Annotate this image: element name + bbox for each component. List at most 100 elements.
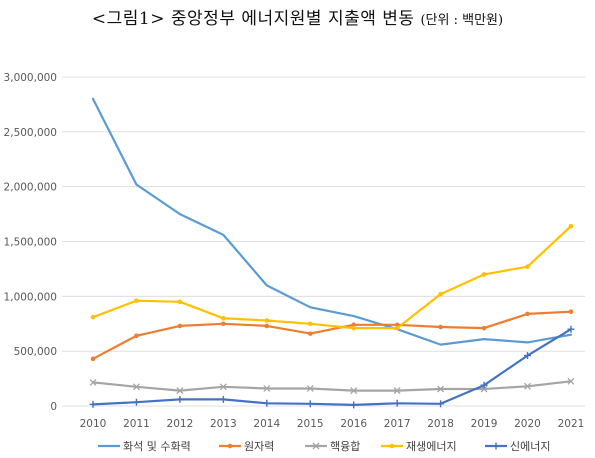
series-2-point-5 bbox=[264, 323, 270, 329]
legend-item-series-1-label: 화석 및 수화력 bbox=[123, 440, 191, 453]
x-tick-label: 2010 bbox=[80, 418, 107, 430]
chart-unit-label: (단위 : 백만원) bbox=[420, 13, 504, 28]
series-4-point-5 bbox=[264, 318, 270, 323]
series-2-point-4 bbox=[221, 321, 226, 327]
series-5-point-5 bbox=[263, 399, 271, 407]
series-3-point-7 bbox=[350, 387, 358, 395]
series-5-point-11 bbox=[524, 352, 531, 360]
series-2-point-7 bbox=[351, 322, 357, 328]
x-tick-label: 2012 bbox=[167, 418, 194, 430]
series-4-point-10 bbox=[481, 272, 487, 277]
y-axis-tick-labels: 0 500,000 1,000,000 1,500,000 2,000,000 2,500… bbox=[4, 72, 57, 413]
series-2-point-2 bbox=[134, 333, 139, 339]
legend-item-series-5-marker bbox=[492, 442, 500, 450]
x-tick-label: 2014 bbox=[253, 418, 280, 430]
series-4 bbox=[90, 223, 574, 331]
x-tick-label: 2013 bbox=[210, 418, 237, 430]
series-5-point-12 bbox=[567, 325, 575, 333]
series-4-point-1 bbox=[90, 314, 96, 320]
series-3-point-7-stroke-b bbox=[350, 387, 358, 395]
series-4-point-11 bbox=[525, 264, 530, 270]
x-tick-label: 2019 bbox=[471, 418, 498, 430]
y-tick-label: 1,000,000 bbox=[4, 291, 57, 303]
series-3-point-9 bbox=[437, 385, 445, 393]
legend-item-series-2: 원자력 bbox=[219, 440, 274, 453]
series-5-point-6 bbox=[306, 400, 314, 408]
series-4-point-4 bbox=[221, 315, 226, 321]
legend-item-series-3: 핵융합 bbox=[305, 440, 360, 453]
series-3-point-2-stroke-b bbox=[132, 383, 140, 391]
series-5-point-7 bbox=[350, 401, 358, 409]
series-5-line bbox=[91, 328, 573, 406]
series-3 bbox=[89, 377, 575, 395]
legend-item-series-5: 신에너지 bbox=[485, 440, 550, 453]
series-5-point-1 bbox=[89, 400, 97, 408]
series-2-point-9 bbox=[438, 324, 443, 330]
series-5-point-3 bbox=[176, 395, 184, 403]
legend-item-series-2-marker bbox=[227, 443, 233, 449]
y-tick-label: 0 bbox=[50, 401, 57, 413]
series-3-point-11-stroke-b bbox=[524, 382, 531, 390]
x-tick-label: 2017 bbox=[384, 418, 411, 430]
legend-item-series-4-label: 재생에너지 bbox=[406, 440, 457, 453]
series-3-point-12 bbox=[567, 377, 575, 385]
series-4-point-6 bbox=[307, 321, 313, 327]
x-tick-label: 2015 bbox=[297, 418, 324, 430]
x-tick-label: 2018 bbox=[427, 418, 454, 430]
series-1-line bbox=[91, 97, 573, 346]
series-4-point-3 bbox=[177, 299, 183, 305]
series-2-point-1 bbox=[90, 356, 96, 362]
series-3-point-1 bbox=[89, 378, 97, 386]
series-3-point-8-stroke-b bbox=[393, 387, 401, 395]
x-tick-label: 2011 bbox=[123, 418, 150, 430]
series-3-point-5-stroke-b bbox=[263, 384, 271, 392]
series-5-point-8 bbox=[393, 399, 401, 407]
chart-title-text: <그림1> 중앙정부 에너지원별 지출액 변동 bbox=[91, 9, 415, 29]
legend: 화석 및 수화력 원자력 핵융합 재생에너지 신에너지 bbox=[98, 440, 550, 453]
series-4-point-12 bbox=[568, 223, 574, 229]
series-2-line bbox=[91, 310, 573, 360]
legend-item-series-2-label: 원자력 bbox=[244, 440, 274, 453]
series-5-point-4 bbox=[219, 395, 227, 403]
series-3-point-2 bbox=[132, 383, 140, 391]
chart-title: <그림1> 중앙정부 에너지원별 지출액 변동 (단위 : 백만원) bbox=[0, 4, 595, 29]
series-3-point-8 bbox=[393, 387, 401, 395]
series-2-point-11 bbox=[525, 311, 530, 317]
series-2-point-12 bbox=[568, 309, 574, 314]
series-2-point-10 bbox=[481, 325, 487, 331]
series-3-point-4 bbox=[219, 383, 227, 391]
series-3-line bbox=[91, 380, 573, 392]
series-3-point-9-stroke-b bbox=[437, 385, 445, 393]
y-tick-label: 500,000 bbox=[14, 346, 57, 358]
series-4-point-9 bbox=[438, 291, 443, 297]
series-3-point-6 bbox=[306, 384, 314, 392]
series-1 bbox=[91, 97, 573, 346]
series-3-point-10-stroke-b bbox=[480, 385, 488, 393]
x-tick-label: 2016 bbox=[340, 418, 367, 430]
series-lines bbox=[89, 97, 575, 409]
legend-item-series-3-marker bbox=[312, 442, 320, 450]
series-5-point-10 bbox=[480, 381, 488, 389]
series-3-point-5 bbox=[263, 384, 271, 392]
series-3-point-3 bbox=[176, 387, 184, 395]
y-tick-label: 1,500,000 bbox=[4, 237, 57, 249]
series-5 bbox=[89, 325, 575, 409]
series-5-point-2 bbox=[132, 398, 140, 406]
y-tick-label: 3,000,000 bbox=[4, 72, 57, 84]
series-3-point-11 bbox=[524, 382, 531, 390]
series-3-point-1-stroke-b bbox=[89, 378, 97, 386]
legend-item-series-3-label: 핵융합 bbox=[330, 440, 360, 453]
series-2-point-3 bbox=[177, 323, 183, 329]
y-tick-label: 2,500,000 bbox=[4, 127, 57, 139]
legend-item-series-4: 재생에너지 bbox=[381, 440, 457, 453]
series-5-point-9 bbox=[437, 400, 445, 408]
legend-item-series-1: 화석 및 수화력 bbox=[98, 440, 191, 453]
series-3-point-4-stroke-b bbox=[219, 383, 227, 391]
series-2 bbox=[90, 309, 574, 362]
series-3-point-3-stroke-b bbox=[176, 387, 184, 395]
legend-item-series-4-marker bbox=[389, 443, 395, 449]
x-tick-label: 2020 bbox=[514, 418, 541, 430]
legend-item-series-3-marker-stroke-b bbox=[312, 442, 320, 450]
x-axis-tick-labels: 2010 2011 2012 2013 2014 2015 2016 2017 2018 2019… bbox=[80, 418, 585, 430]
